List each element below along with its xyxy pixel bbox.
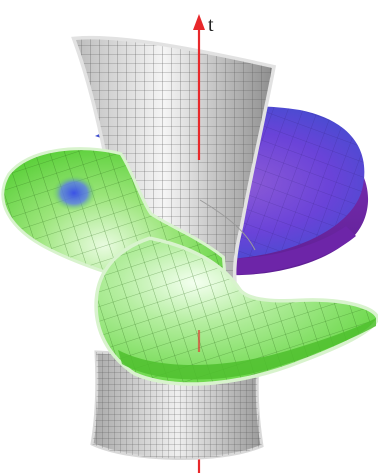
time-axis-label: t <box>208 14 214 36</box>
upper-cylinder <box>71 35 277 324</box>
blue-region <box>52 175 96 211</box>
green-sheet-lower <box>94 236 378 386</box>
time-axis-arrowhead <box>193 14 205 30</box>
